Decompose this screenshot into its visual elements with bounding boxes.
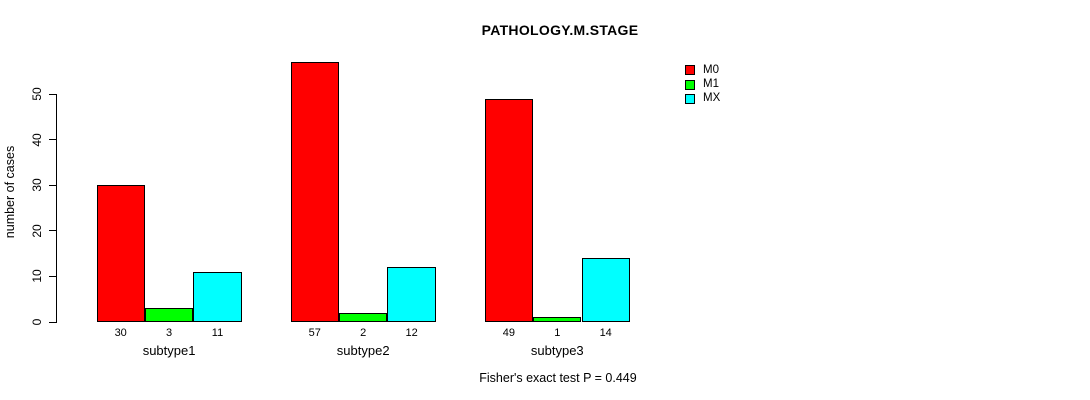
y-axis-tick [49,184,57,186]
bar-mx-subtype3 [581,258,630,322]
legend-row-mx: MX [685,92,720,106]
legend-row-m1: M1 [685,77,720,91]
legend-swatch-mx [685,93,695,104]
y-axis-tick-label: 40 [30,132,44,147]
bar-m1-subtype1 [144,308,194,322]
bar-mx-subtype2 [387,267,436,322]
legend: M0 M1 MX [685,63,720,106]
bar-value-label: 57 [308,327,321,339]
legend-label-m0: M0 [703,63,719,76]
bar-m1-subtype2 [339,312,388,322]
bar-value-label: 3 [166,327,173,339]
y-axis-tick [49,93,57,95]
y-axis-tick [49,139,57,141]
x-axis-category-label: subtype1 [142,343,196,358]
bar-value-label: 12 [405,327,418,339]
legend-label-mx: MX [703,92,721,105]
bar-value-label: 49 [502,327,515,339]
fisher-test-note: Fisher's exact test P = 0.449 [479,371,637,385]
legend-swatch-m0 [685,65,695,76]
x-axis-category-label: subtype3 [530,343,584,358]
legend-row-m0: M0 [685,63,720,77]
legend-swatch-m1 [685,79,695,90]
bar-value-label: 14 [599,327,612,339]
y-axis-tick-label: 20 [30,224,44,238]
bar-m0-subtype2 [290,62,339,322]
y-axis-tick-label: 10 [30,269,44,284]
y-axis-tick [49,275,57,277]
bar-m1-subtype3 [533,317,582,322]
y-axis-tick-label: 30 [30,178,44,192]
bar-m0-subtype3 [484,98,534,322]
y-axis-tick [49,230,57,232]
y-axis-line [56,94,57,323]
bar-value-label: 11 [211,327,224,339]
y-axis-tick-label: 50 [30,87,44,101]
chart-title: PATHOLOGY.M.STAGE [481,22,639,38]
bar-mx-subtype1 [193,271,242,322]
bar-m0-subtype1 [96,185,145,322]
y-axis-tick-label: 0 [30,318,44,326]
bar-value-label: 1 [554,327,561,339]
y-axis-label: number of cases [3,145,17,239]
y-axis-tick [49,321,57,323]
bar-value-label: 30 [114,327,127,339]
bar-value-label: 2 [360,327,367,339]
x-axis-category-label: subtype2 [336,343,390,358]
legend-label-m1: M1 [703,78,719,91]
